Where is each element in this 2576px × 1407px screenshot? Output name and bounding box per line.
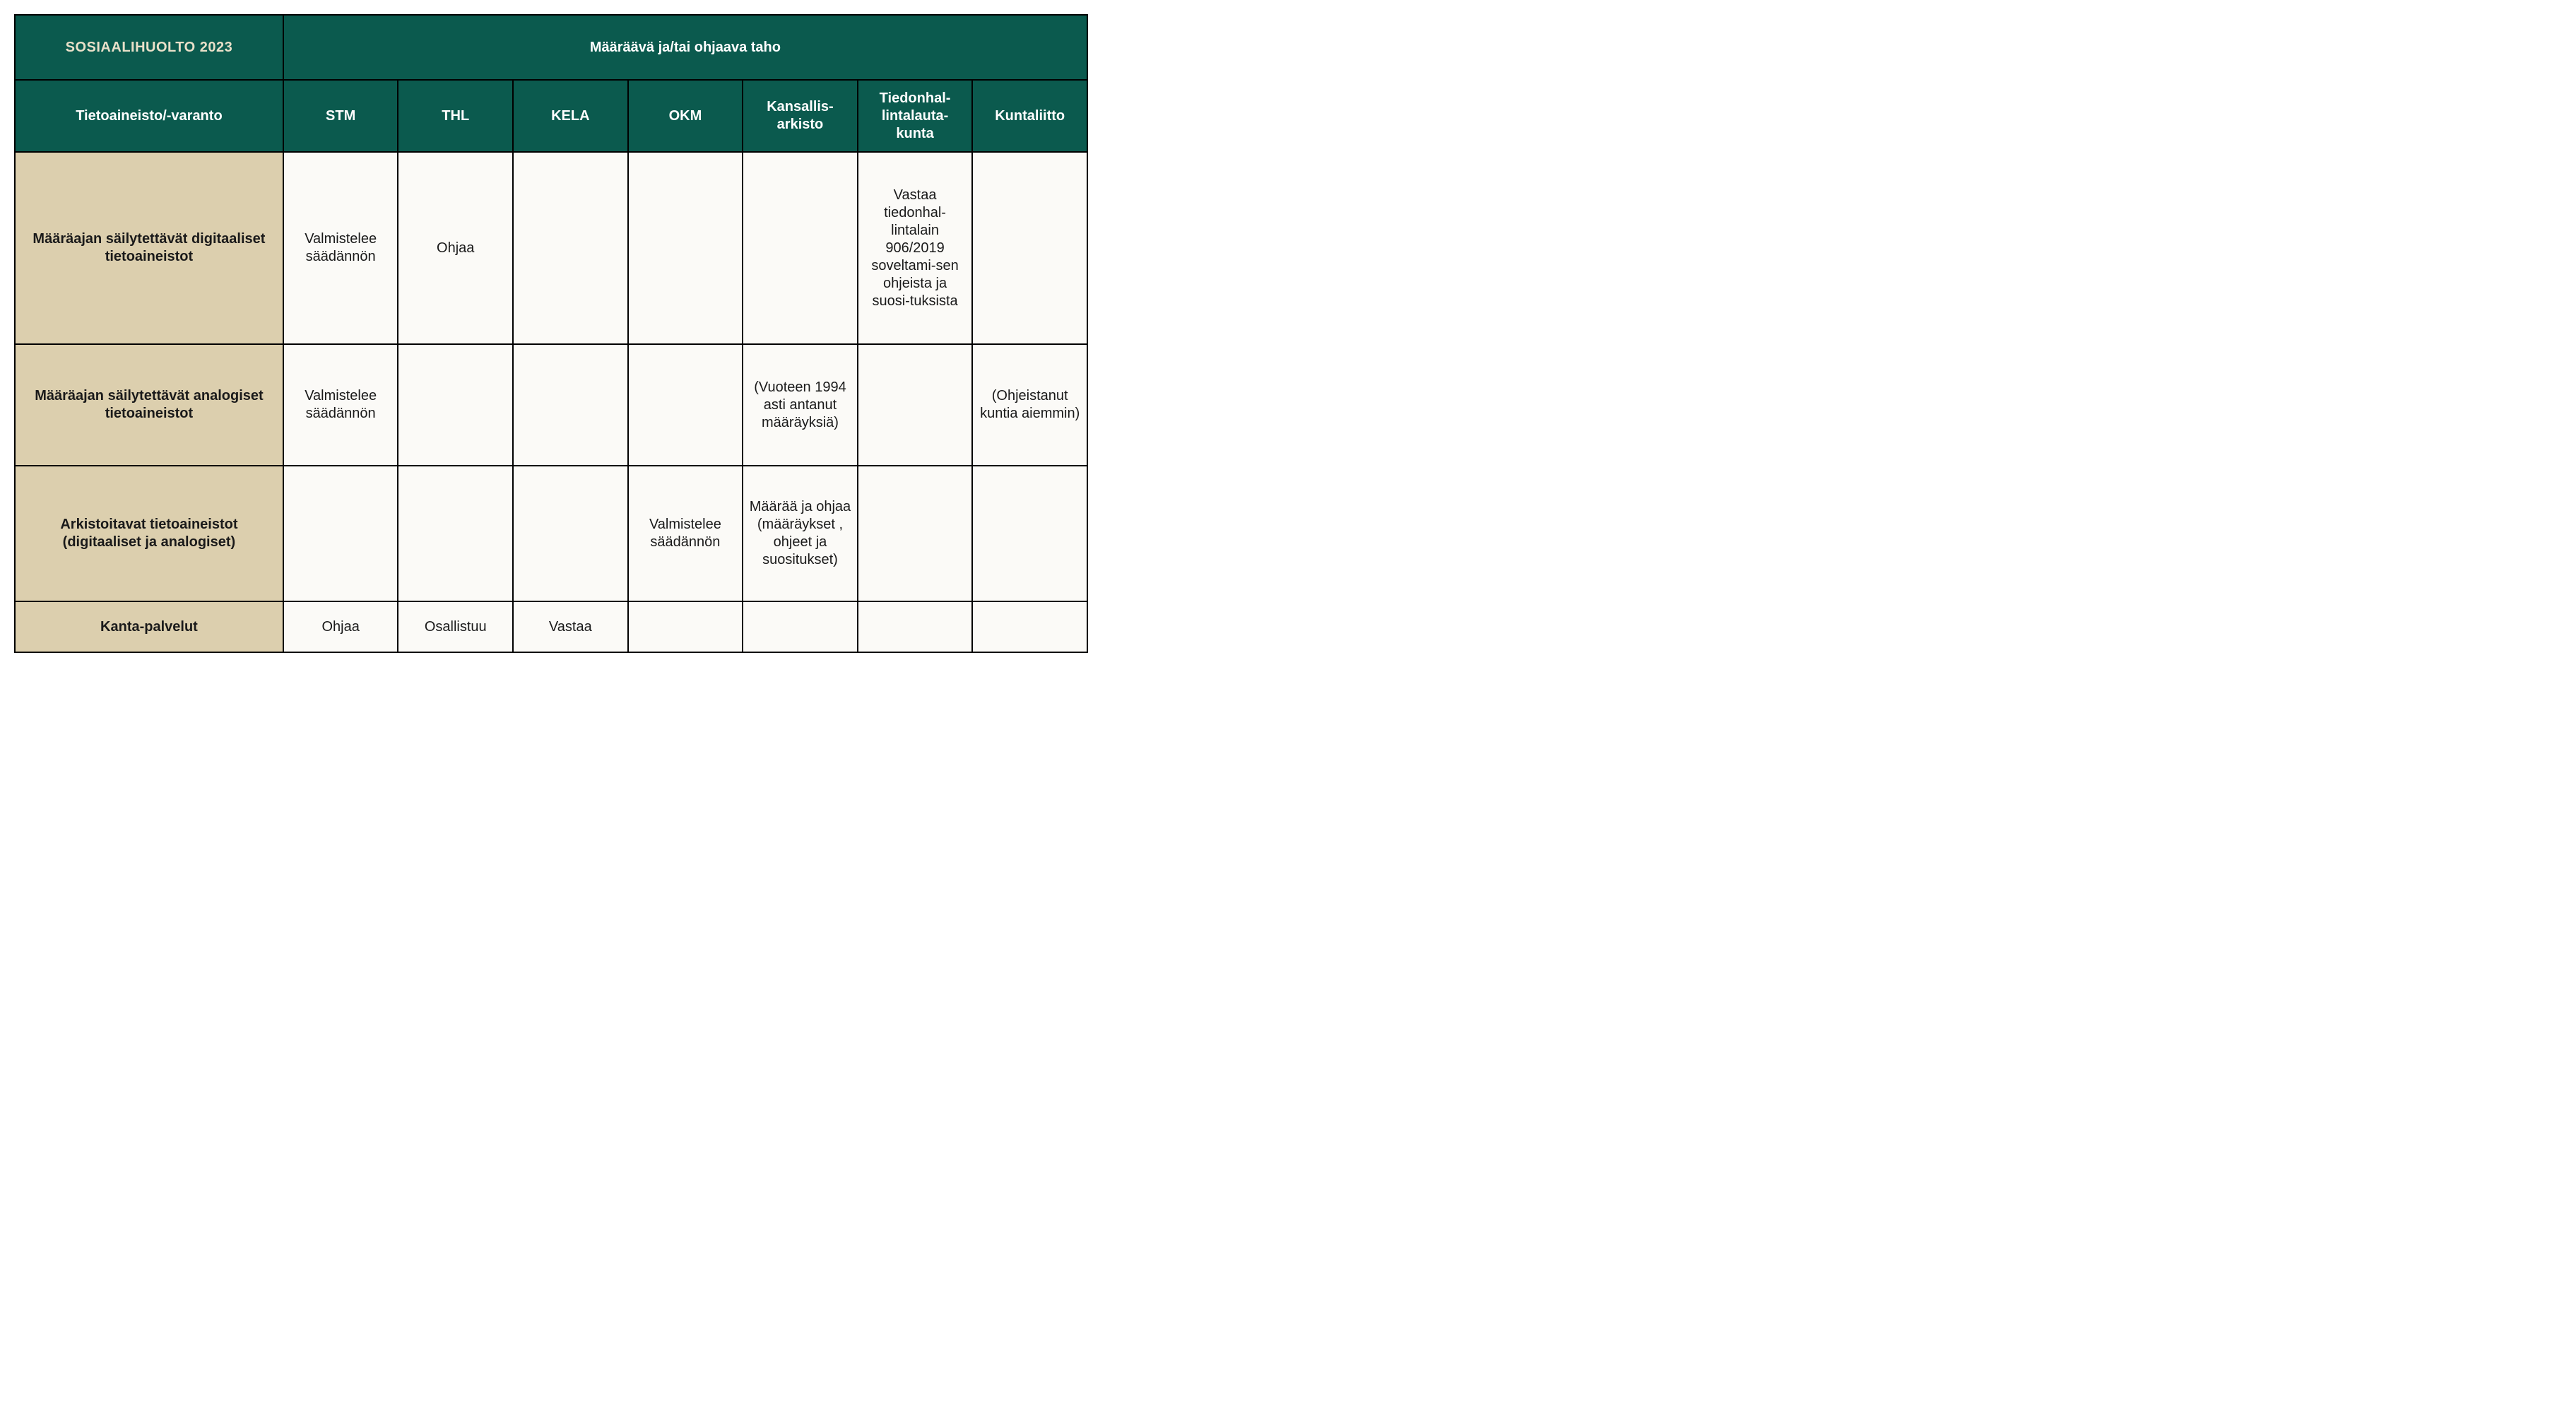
table-cell: Valmistelee säädännön: [283, 152, 398, 344]
table-cell: [858, 466, 973, 601]
table-cell: [283, 466, 398, 601]
table-row: Kanta-palvelut Ohjaa Osallistuu Vastaa: [15, 601, 1087, 652]
col-header-kuntaliitto: Kuntaliitto: [972, 80, 1087, 152]
table-cell: (Ohjeistanut kuntia aiemmin): [972, 344, 1087, 466]
table-cell: Ohjaa: [283, 601, 398, 652]
table-cell: Vastaa tiedonhal-lintalain 906/2019 sove…: [858, 152, 973, 344]
row-label: Määräajan säilytettävät analogiset tieto…: [15, 344, 283, 466]
table-cell: Määrää ja ohjaa (määräykset , ohjeet ja …: [743, 466, 858, 601]
table-title: SOSIAALIHUOLTO 2023: [15, 15, 283, 80]
table-cell: Osallistuu: [398, 601, 513, 652]
table-cell: [743, 152, 858, 344]
col-header-stm: STM: [283, 80, 398, 152]
table-cell: [858, 601, 973, 652]
table-cell: [743, 601, 858, 652]
table-cell: [628, 152, 743, 344]
table-cell: [513, 466, 628, 601]
row-label: Määräajan säilytettävät digitaaliset tie…: [15, 152, 283, 344]
table-cell: (Vuoteen 1994 asti antanut määräyksiä): [743, 344, 858, 466]
table-cell: [628, 601, 743, 652]
table-cell: [398, 466, 513, 601]
col-header-okm: OKM: [628, 80, 743, 152]
col-header-kansallisarkisto: Kansallis-arkisto: [743, 80, 858, 152]
row-label: Kanta-palvelut: [15, 601, 283, 652]
col-header-thl: THL: [398, 80, 513, 152]
table-cell: [513, 344, 628, 466]
table-cell: Ohjaa: [398, 152, 513, 344]
responsibility-matrix-table: SOSIAALIHUOLTO 2023 Määräävä ja/tai ohja…: [14, 14, 1088, 653]
table-cell: [858, 344, 973, 466]
table-cell: Valmistelee säädännön: [628, 466, 743, 601]
table-cell: [972, 466, 1087, 601]
table-cell: Valmistelee säädännön: [283, 344, 398, 466]
table-cell: Vastaa: [513, 601, 628, 652]
table-row: Määräajan säilytettävät analogiset tieto…: [15, 344, 1087, 466]
col-header-kela: KELA: [513, 80, 628, 152]
table-cell: [972, 152, 1087, 344]
table-cell: [398, 344, 513, 466]
col-header-tiedonhallintalautakunta: Tiedonhal-lintalauta-kunta: [858, 80, 973, 152]
row-label: Arkistoitavat tietoaineistot (digitaalis…: [15, 466, 283, 601]
table-row: Määräajan säilytettävät digitaaliset tie…: [15, 152, 1087, 344]
table-cell: [513, 152, 628, 344]
table-cell: [628, 344, 743, 466]
column-group-header: Määräävä ja/tai ohjaava taho: [283, 15, 1087, 80]
row-axis-label: Tietoaineisto/-varanto: [15, 80, 283, 152]
table-cell: [972, 601, 1087, 652]
table-row: Arkistoitavat tietoaineistot (digitaalis…: [15, 466, 1087, 601]
